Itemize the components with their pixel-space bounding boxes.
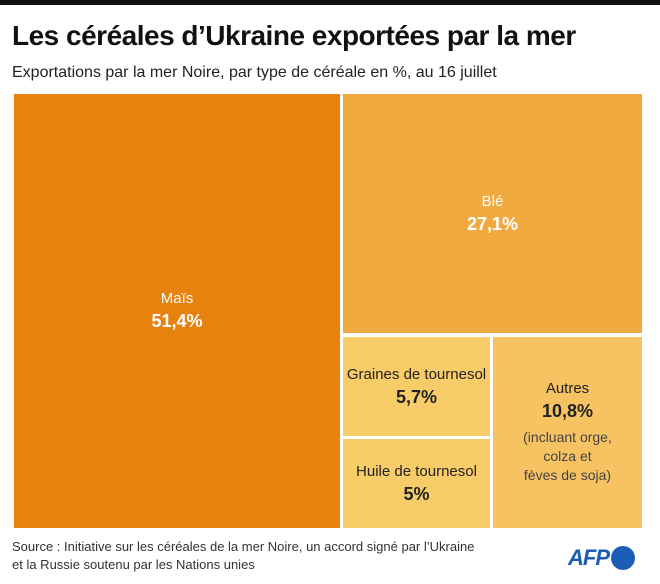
cell-label: Graines de tournesol (346, 365, 487, 383)
cell-label: Huile de tournesol (356, 462, 477, 480)
chart-title: Les céréales d’Ukraine exportées par la … (12, 20, 576, 51)
cell-label: Blé (481, 192, 504, 210)
top-bar (0, 0, 660, 5)
cell-note-line: (incluant orge, (523, 429, 612, 445)
cell-value: 51,4% (151, 311, 203, 331)
source-note: Source : Initiative sur les céréales de … (12, 538, 474, 574)
treemap-cell-mais: Maïs 51,4% (14, 94, 340, 528)
cell-value: 10,8% (541, 401, 594, 421)
afp-logo: AFP (568, 545, 635, 571)
source-line: Source : Initiative sur les céréales de … (12, 539, 475, 554)
cell-label: Maïs (160, 290, 194, 307)
cell-value: 5% (403, 483, 430, 504)
cell-note-line: colza et (543, 448, 592, 464)
treemap-cell-huile-tournesol: Huile de tournesol 5% (343, 439, 490, 528)
afp-logo-dot-icon (611, 546, 635, 570)
chart-subtitle: Exportations par la mer Noire, par type … (12, 64, 497, 81)
afp-logo-text: AFP (568, 545, 610, 570)
source-line: et la Russie soutenu par les Nations uni… (12, 557, 255, 572)
cell-value: 5,7% (395, 386, 438, 407)
treemap-cell-graines-tournesol: Graines de tournesol 5,7% (343, 337, 490, 436)
cell-value: 27,1% (466, 213, 519, 234)
treemap-cell-ble: Blé 27,1% (343, 94, 642, 333)
treemap-cell-autres: Autres 10,8% (incluant orge, colza et fè… (493, 337, 642, 528)
cell-label: Autres (545, 380, 590, 397)
cell-note: (incluant orge, colza et fèves de soja) (523, 428, 612, 485)
cell-note-line: fèves de soja) (523, 467, 612, 483)
